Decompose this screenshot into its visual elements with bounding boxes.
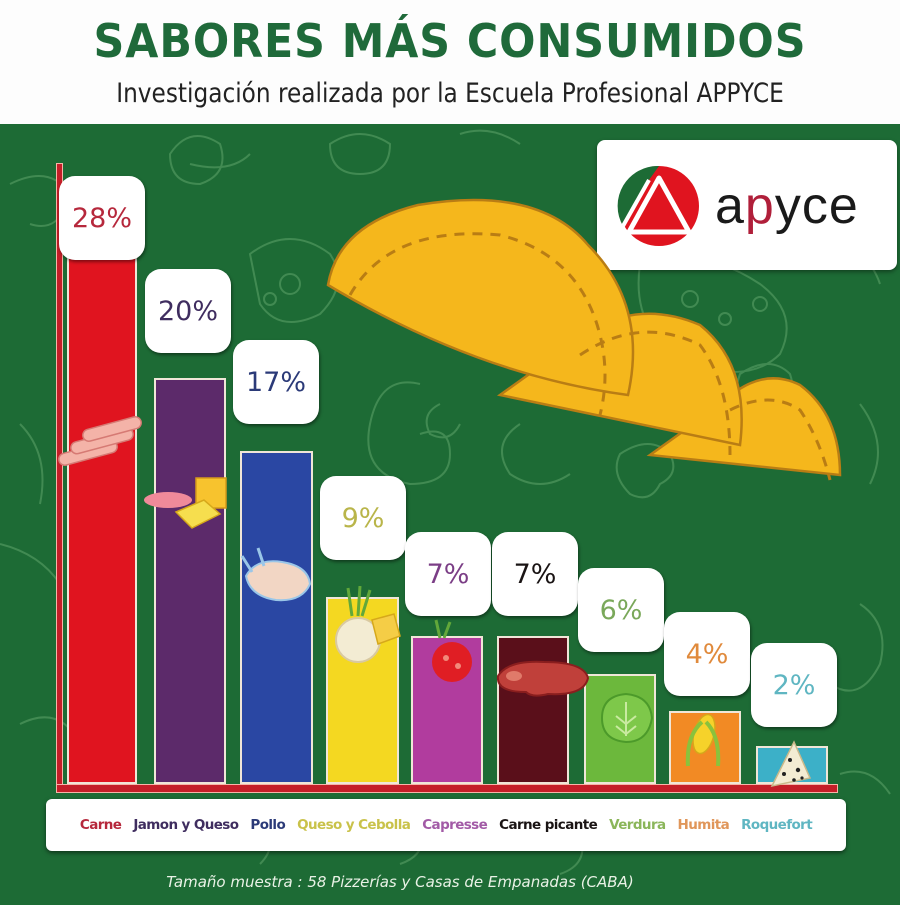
sample-size-footnote: Tamaño muestra : 58 Pizzerías y Casas de… xyxy=(166,873,634,891)
legend-item-jamon-y-queso: Jamon y Queso xyxy=(133,817,239,833)
legend-item-queso-y-cebolla: Queso y Cebolla xyxy=(297,817,411,833)
bar-carne-picante xyxy=(497,636,569,784)
corn-icon xyxy=(685,713,721,767)
value-label-verdura: 6% xyxy=(578,568,664,652)
value-label-carne-picante: 7% xyxy=(492,532,578,616)
value-label-queso-y-cebolla: 9% xyxy=(320,476,406,560)
meat-icon xyxy=(496,660,590,697)
value-label-jamon-y-queso: 20% xyxy=(145,269,231,353)
bar-carne xyxy=(67,224,137,784)
legend-item-carne: Carne xyxy=(79,817,122,833)
legend-item-pollo: Pollo xyxy=(250,817,286,833)
legend-item-verdura: Verdura xyxy=(609,817,666,833)
ham-and-cheese-icon xyxy=(144,477,227,529)
value-label-carne: 28% xyxy=(59,176,145,260)
value-label-humita: 4% xyxy=(664,612,750,696)
tomato-icon xyxy=(432,619,472,682)
y-axis-line xyxy=(56,163,63,793)
header: SABORES MÁS CONSUMIDOS Investigación rea… xyxy=(0,0,900,124)
lettuce-icon xyxy=(600,692,654,744)
legend-item-humita: Humita xyxy=(677,817,730,833)
apyce-logo-mark-icon xyxy=(617,165,699,246)
onion-and-cheese-icon xyxy=(335,586,401,663)
bacon-icon xyxy=(58,416,142,466)
value-label-roquefort: 2% xyxy=(751,643,837,727)
chicken-icon xyxy=(240,547,312,602)
legend-item-carne-picante: Carne picante xyxy=(499,817,598,833)
apyce-logo: apyce xyxy=(597,140,897,270)
value-label-capresse: 7% xyxy=(405,532,491,616)
legend-item-roquefort: Roquefort xyxy=(741,817,813,833)
x-axis-line xyxy=(56,784,838,793)
chart-subtitle: Investigación realizada por la Escuela P… xyxy=(116,78,784,109)
bar-jamon-y-queso xyxy=(154,378,226,784)
bar-pollo xyxy=(240,451,313,784)
chart-title: SABORES MÁS CONSUMIDOS xyxy=(93,14,807,68)
apyce-logo-wordmark: apyce xyxy=(715,177,859,235)
legend: Carne Jamon y Queso Pollo Queso y Ceboll… xyxy=(46,799,846,851)
blue-cheese-icon xyxy=(770,740,812,788)
legend-item-capresse: Capresse xyxy=(422,817,488,833)
value-label-pollo: 17% xyxy=(233,340,319,424)
empanadas-illustration xyxy=(326,198,842,481)
